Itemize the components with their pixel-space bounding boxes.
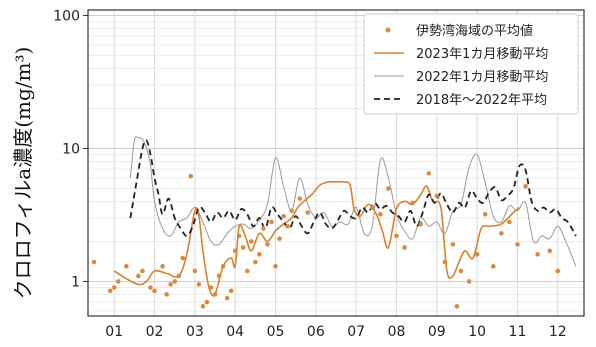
- data-point: [200, 304, 206, 309]
- data-point: [555, 268, 561, 274]
- x-tick-label: 02: [146, 324, 164, 340]
- x-tick-label: 07: [347, 324, 365, 340]
- data-point: [244, 268, 250, 274]
- data-point: [115, 279, 121, 284]
- x-tick-label: 08: [388, 324, 406, 340]
- data-point: [394, 233, 399, 239]
- data-point: [466, 279, 472, 284]
- legend: 伊勢湾海域の平均値 2023年1カ月移動平均 2022年1カ月移動平均 2018年～2…: [363, 13, 579, 115]
- x-tick-label: 01: [105, 324, 123, 340]
- data-point: [434, 193, 440, 199]
- data-point: [369, 205, 375, 210]
- data-point: [216, 273, 222, 279]
- y-tick-label: 1: [71, 274, 80, 290]
- data-point: [386, 186, 391, 191]
- x-axis-ticks: 01 02 03 04 05 06 07 08 09 10 11 12: [105, 324, 566, 340]
- data-point: [228, 288, 234, 294]
- data-point: [240, 245, 246, 250]
- data-point: [91, 259, 97, 265]
- x-tick-label: 09: [428, 324, 446, 340]
- data-point: [180, 255, 186, 261]
- data-point: [265, 242, 270, 247]
- data-point: [305, 210, 311, 215]
- data-point: [474, 252, 480, 257]
- data-point: [490, 264, 496, 269]
- plot-frame: [87, 9, 585, 317]
- data-point: [277, 236, 282, 241]
- data-point: [535, 252, 540, 257]
- data-point: [160, 264, 165, 269]
- data-point: [253, 259, 258, 265]
- data-point: [289, 208, 294, 214]
- data-point: [224, 295, 230, 301]
- plot-area: [91, 136, 577, 309]
- legend-box: [363, 13, 579, 115]
- x-tick-label: 11: [509, 324, 527, 340]
- data-point: [402, 245, 407, 250]
- data-point: [273, 264, 278, 269]
- data-point: [140, 268, 145, 274]
- data-point: [196, 282, 202, 287]
- data-point: [124, 264, 129, 269]
- data-point: [220, 264, 226, 269]
- data-point: [454, 304, 460, 309]
- series-line: [129, 136, 577, 267]
- data-point: [450, 242, 456, 247]
- y-axis-label: クロロフィルa濃度(mg/m³): [11, 47, 35, 300]
- y-axis-ticks: 1 10 100: [53, 9, 88, 290]
- x-tick-label: 12: [549, 324, 567, 340]
- data-point: [547, 248, 553, 254]
- data-point: [458, 268, 464, 274]
- data-point: [236, 233, 242, 239]
- data-point: [378, 211, 383, 217]
- legend-label: 2022年1カ月移動平均: [416, 70, 548, 85]
- data-point: [257, 252, 262, 257]
- data-point: [204, 299, 210, 305]
- data-point: [111, 285, 117, 290]
- data-point: [426, 171, 432, 176]
- data-point: [281, 213, 286, 219]
- data-point: [515, 242, 520, 247]
- legend-label: 伊勢湾海域の平均値: [416, 23, 533, 39]
- data-point: [523, 183, 528, 189]
- data-point: [249, 239, 254, 244]
- series-line: [129, 139, 577, 237]
- data-point: [188, 173, 194, 179]
- data-point: [442, 259, 448, 265]
- legend-label: 2023年1カ月移動平均: [416, 47, 548, 62]
- data-point: [285, 223, 290, 229]
- data-point: [499, 231, 504, 236]
- data-point: [212, 292, 218, 297]
- x-tick-label: 05: [267, 324, 285, 340]
- legend-marker: [385, 27, 391, 33]
- data-point: [168, 282, 173, 287]
- data-point: [418, 221, 423, 227]
- data-point: [297, 196, 303, 201]
- x-tick-label: 03: [186, 324, 204, 340]
- data-point: [269, 219, 274, 225]
- data-point: [152, 288, 157, 294]
- y-tick-label: 10: [62, 141, 80, 157]
- data-point: [172, 279, 177, 284]
- data-point: [176, 273, 182, 279]
- series-line: [113, 180, 520, 297]
- x-tick-label: 06: [307, 324, 325, 340]
- data-point: [261, 226, 266, 231]
- data-point: [148, 285, 153, 290]
- x-tick-label: 04: [226, 324, 244, 340]
- data-point: [136, 273, 141, 279]
- data-point: [507, 219, 512, 225]
- data-point: [164, 292, 169, 297]
- x-tick-label: 10: [468, 324, 486, 340]
- data-point: [232, 248, 238, 254]
- data-point: [208, 285, 214, 290]
- data-point: [192, 268, 198, 274]
- y-tick-label: 100: [53, 9, 80, 25]
- data-point: [410, 200, 415, 206]
- data-point: [482, 211, 488, 217]
- data-point: [107, 288, 113, 294]
- legend-label: 2018年～2022年平均: [416, 93, 547, 108]
